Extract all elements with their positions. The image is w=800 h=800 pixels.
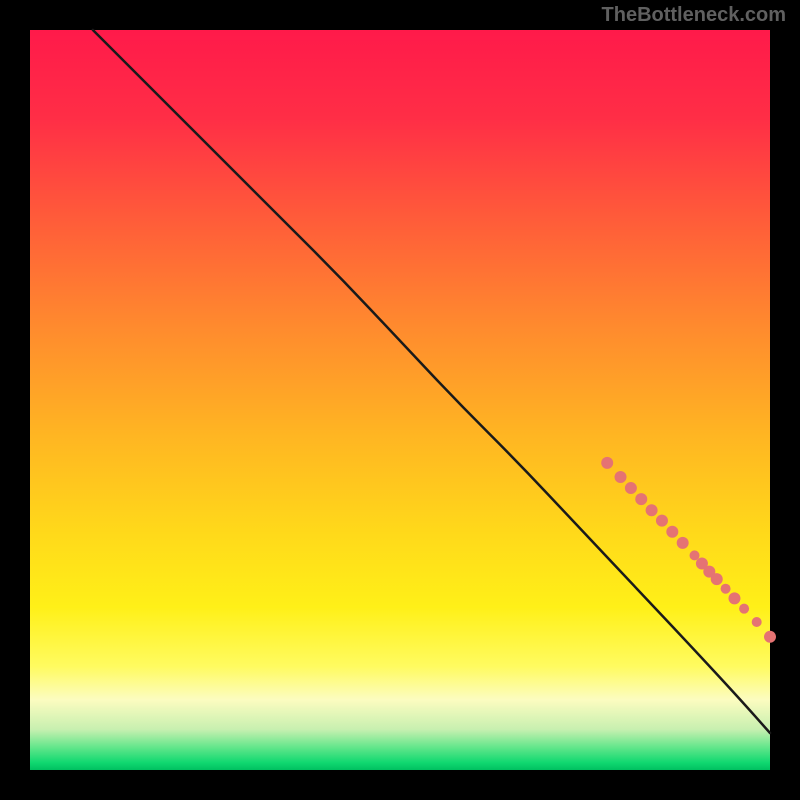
data-marker (677, 537, 689, 549)
data-marker (764, 631, 776, 643)
data-marker (721, 584, 731, 594)
chart-svg (0, 0, 800, 800)
data-marker (601, 457, 613, 469)
data-marker (656, 515, 668, 527)
data-marker (711, 573, 723, 585)
data-marker (646, 504, 658, 516)
data-marker (728, 592, 740, 604)
data-marker (625, 482, 637, 494)
data-marker (690, 550, 700, 560)
data-marker (739, 604, 749, 614)
data-marker (635, 493, 647, 505)
chart-container: TheBottleneck.com (0, 0, 800, 800)
watermark-text: TheBottleneck.com (602, 4, 786, 27)
plot-background (30, 30, 770, 770)
data-marker (666, 526, 678, 538)
data-marker (615, 471, 627, 483)
data-marker (752, 617, 762, 627)
